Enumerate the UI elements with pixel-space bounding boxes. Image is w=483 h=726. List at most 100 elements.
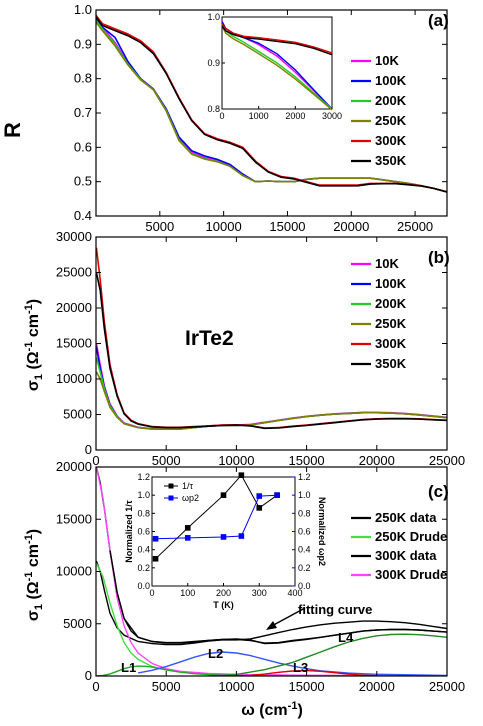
- c-inset-xtick-label: 200: [216, 588, 231, 598]
- c-ytick-label: 10000: [56, 564, 92, 579]
- a-ytick-label: 1.0: [74, 2, 92, 17]
- b-legend-350k: 350K: [375, 356, 407, 371]
- c-ytick-label: 20000: [56, 459, 92, 474]
- c-inset-ytick-label-right: 0.6: [298, 527, 311, 537]
- c-inset-point-invtau: [256, 505, 263, 511]
- b-xtick-label: 10000: [218, 453, 254, 468]
- c-inset-ytick-label-left: 1.0: [137, 490, 150, 500]
- a-legend-300k: 300K: [375, 133, 407, 148]
- c-legend-300k-drude: 300K Drude: [375, 567, 447, 582]
- c-inset-ytick-label-left: 0.0: [137, 581, 150, 591]
- a-ytick-label: 0.7: [74, 105, 92, 120]
- c-inset-ytick-label-left: 0.8: [137, 508, 150, 518]
- panel-c-fitting: 0 5000 10000 15000 20000 25000 0 5000 10000 15000…: [23, 459, 465, 719]
- c-inset-point-wp2: [274, 492, 280, 498]
- c-annotation-l3: L3: [293, 660, 308, 675]
- panel-a-label: (a): [428, 11, 449, 30]
- c-annotation-arrowhead: [266, 621, 277, 630]
- c-inset-xtick-label: 300: [252, 588, 267, 598]
- panel-a-reflectivity: 5000 10000 15000 20000 250000.40.50.60.70.80…: [74, 2, 448, 234]
- a-series-250k: [96, 21, 447, 193]
- c-inset-ytick-label-left: 1.2: [137, 472, 150, 482]
- b-series-group: [96, 247, 447, 430]
- b-legend-100k: 100K: [375, 276, 407, 291]
- a-inset-series-300k: [221, 23, 333, 54]
- a-legend-250k: 250K: [375, 113, 407, 128]
- c-inset-series-wp2: [155, 494, 278, 540]
- a-xtick-label: 5000: [145, 219, 174, 234]
- panel-b-label: (b): [428, 248, 450, 267]
- a-ytick-label: 0.9: [74, 36, 92, 51]
- c-inset-ylabel-left: Normalized 1/τ: [124, 500, 134, 563]
- c-annotation-fitting-curve: fitting curve: [298, 602, 372, 617]
- c-inset-xtick-label: 0: [149, 588, 154, 598]
- c-legend-300k-data: 300K data: [375, 548, 437, 563]
- b-ytick-label: 0: [85, 442, 92, 457]
- c-inset-ytick-label-right: 0.8: [298, 508, 311, 518]
- c-annotation-l4: L4: [338, 630, 354, 645]
- a-inset: 0 1000 2000 3000 0.8 0.9 1.0: [207, 12, 342, 121]
- c-series-l4: [208, 633, 447, 676]
- c-annotation-l2: L2: [208, 646, 223, 661]
- c-inset-ytick-label-right: 1.0: [298, 490, 311, 500]
- a-xtick-label: 10000: [206, 219, 242, 234]
- a-inset-xtick-label: 2000: [285, 111, 305, 121]
- b-legend-250k: 250K: [375, 316, 407, 331]
- a-inset-ytick-label: 1.0: [207, 12, 220, 22]
- c-inset-legend-wp2: ωp2: [182, 493, 199, 503]
- b-xtick-label: 0: [92, 453, 99, 468]
- c-inset-ytick-label-right: 0.4: [298, 545, 311, 555]
- b-ytick-label: 5000: [63, 407, 92, 422]
- b-legend-300k: 300K: [375, 336, 407, 351]
- c-inset-legend-invtau: 1/τ: [182, 481, 194, 491]
- c-inset-ylabel-right: Normalized ωp2: [317, 497, 327, 566]
- c-series-l1: [96, 665, 237, 676]
- c-inset-ytick-label-right: 1.2: [298, 472, 311, 482]
- a-inset-xtick-label: 1000: [249, 111, 269, 121]
- b-ytick-label: 25000: [56, 265, 92, 280]
- a-xtick-label: 15000: [269, 219, 305, 234]
- c-inset-ytick-label-right: 0.0: [298, 581, 311, 591]
- c-ytick-label: 15000: [56, 511, 92, 526]
- c-inset-point-wp2: [256, 493, 263, 499]
- c-legend-250k-drude: 250K Drude: [375, 529, 447, 544]
- c-inset-legend-marker-invtau: [168, 483, 174, 489]
- c-inset-ytick-label-left: 0.2: [137, 563, 150, 573]
- b-ytick-label: 10000: [56, 371, 92, 386]
- panel-c-label: (c): [428, 482, 449, 501]
- b-xtick-label: 5000: [152, 453, 181, 468]
- c-inset-xlabel: T (K): [213, 600, 234, 610]
- c-annotation-l1: L1: [121, 660, 136, 675]
- b-xtick-label: 25000: [429, 453, 465, 468]
- c-inset-xtick-label: 100: [180, 588, 195, 598]
- c-inset-point-wp2: [184, 535, 191, 541]
- c-xtick-label: 15000: [289, 679, 325, 694]
- a-series-350k: [96, 16, 447, 193]
- b-legend-10k: 10K: [375, 256, 399, 271]
- b-ytick-label: 15000: [56, 336, 92, 351]
- c-series-group: [96, 467, 447, 676]
- c-inset-series-invtau: [155, 474, 278, 560]
- c-inset-ytick-label-left: 0.6: [137, 527, 150, 537]
- c-inset-point-wp2: [220, 534, 227, 540]
- c-xlabel: ω (cm-1): [241, 700, 303, 719]
- c-series-fitting-curve: [109, 550, 447, 644]
- c-series-250k-data: [96, 560, 447, 646]
- b-legend-200k: 200K: [375, 296, 407, 311]
- c-inset-point-invtau: [184, 525, 191, 531]
- a-xtick-label: 25000: [397, 219, 433, 234]
- a-xtick-label: 20000: [333, 219, 369, 234]
- c-inset-point-invtau: [152, 555, 159, 562]
- a-inset-series-350k: [221, 25, 333, 56]
- c-inset-point-wp2: [152, 535, 159, 542]
- c-inset-legend-marker-wp2: [168, 495, 174, 501]
- a-legend-10k: 10K: [375, 53, 399, 68]
- c-ytick-label: 0: [85, 668, 92, 683]
- a-inset-xtick-label: 3000: [322, 111, 342, 121]
- c-series-l3: [236, 669, 377, 676]
- b-xtick-label: 20000: [359, 453, 395, 468]
- a-legend-100k: 100K: [375, 73, 407, 88]
- a-series-group: [96, 14, 447, 193]
